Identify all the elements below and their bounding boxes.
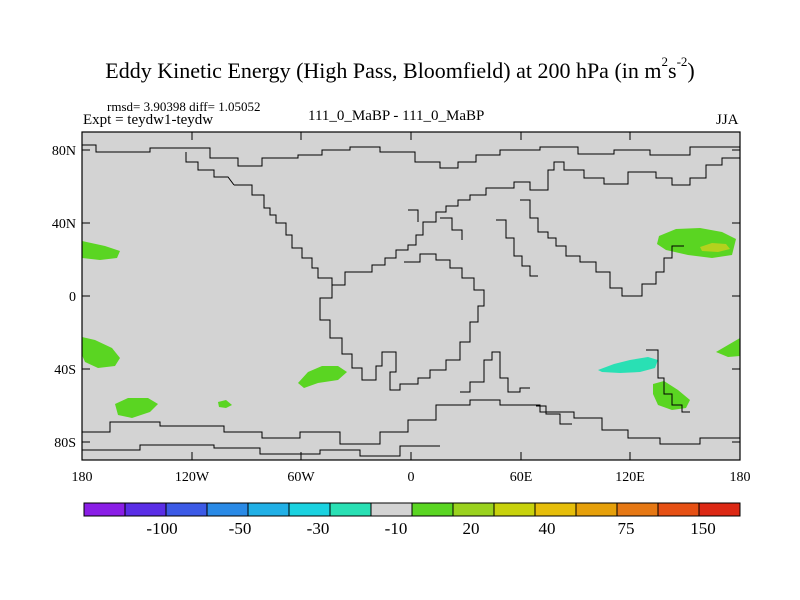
coastlines <box>82 144 740 457</box>
colorbar-label: 20 <box>463 519 480 538</box>
colorbar-box <box>124 502 167 517</box>
latitude-labels: 80N 40N 0 40S 80S <box>52 144 76 451</box>
colorbar-box <box>534 502 577 517</box>
colorbar-label: 150 <box>690 519 716 538</box>
colorbar-box <box>370 502 413 517</box>
anomaly-shading <box>82 228 740 418</box>
season-label: JJA <box>716 112 739 128</box>
colorbar-label: -100 <box>146 519 177 538</box>
colorbar-labels: -100 -50 -30 -10 20 40 75 150 <box>146 519 715 538</box>
run-label: 111_0_MaBP - 111_0_MaBP <box>308 108 485 124</box>
colorbar-box <box>411 502 454 517</box>
colorbar-label: 40 <box>539 519 556 538</box>
colorbar-label: 75 <box>618 519 635 538</box>
lat-label: 80N <box>52 144 76 159</box>
anomaly-patch <box>115 398 158 418</box>
anomaly-patch <box>716 338 740 357</box>
lon-label: 120W <box>175 470 210 485</box>
stats-label: rmsd= 3.90398 diff= 1.05052 <box>107 99 261 114</box>
colorbar-box <box>698 502 741 517</box>
lon-label: 180 <box>730 470 751 485</box>
colorbar-box <box>247 502 290 517</box>
anomaly-patch <box>218 400 232 408</box>
anomaly-patch <box>82 241 120 260</box>
longitude-labels: 180 120W 60W 0 60E 120E 180 <box>72 470 751 485</box>
colorbar <box>83 502 741 517</box>
experiment-label: Expt = teydw1-teydw <box>83 112 214 128</box>
anomaly-patch <box>82 337 120 368</box>
lon-label: 60E <box>510 470 533 485</box>
colorbar-box <box>452 502 495 517</box>
lon-label: 120E <box>615 470 645 485</box>
lon-label: 60W <box>287 470 315 485</box>
colorbar-box <box>206 502 249 517</box>
chart-title: Eddy Kinetic Energy (High Pass, Bloomfie… <box>105 54 695 83</box>
colorbar-box <box>493 502 536 517</box>
colorbar-box <box>575 502 618 517</box>
anomaly-patch-high <box>700 243 730 252</box>
colorbar-box <box>329 502 372 517</box>
lat-label: 80S <box>54 436 76 451</box>
axis-ticks <box>81 132 741 460</box>
colorbar-label: -50 <box>229 519 252 538</box>
colorbar-box <box>288 502 331 517</box>
anomaly-patch <box>298 366 347 388</box>
anomaly-patch-negative <box>598 357 658 373</box>
colorbar-label: -10 <box>385 519 408 538</box>
colorbar-box <box>165 502 208 517</box>
colorbar-label: -30 <box>307 519 330 538</box>
lon-label: 180 <box>72 470 93 485</box>
lon-label: 0 <box>408 470 415 485</box>
colorbar-box <box>83 502 126 517</box>
lat-label: 40N <box>52 217 76 232</box>
colorbar-box <box>657 502 700 517</box>
lat-label: 0 <box>69 290 76 305</box>
lat-label: 40S <box>54 363 76 378</box>
colorbar-box <box>616 502 659 517</box>
